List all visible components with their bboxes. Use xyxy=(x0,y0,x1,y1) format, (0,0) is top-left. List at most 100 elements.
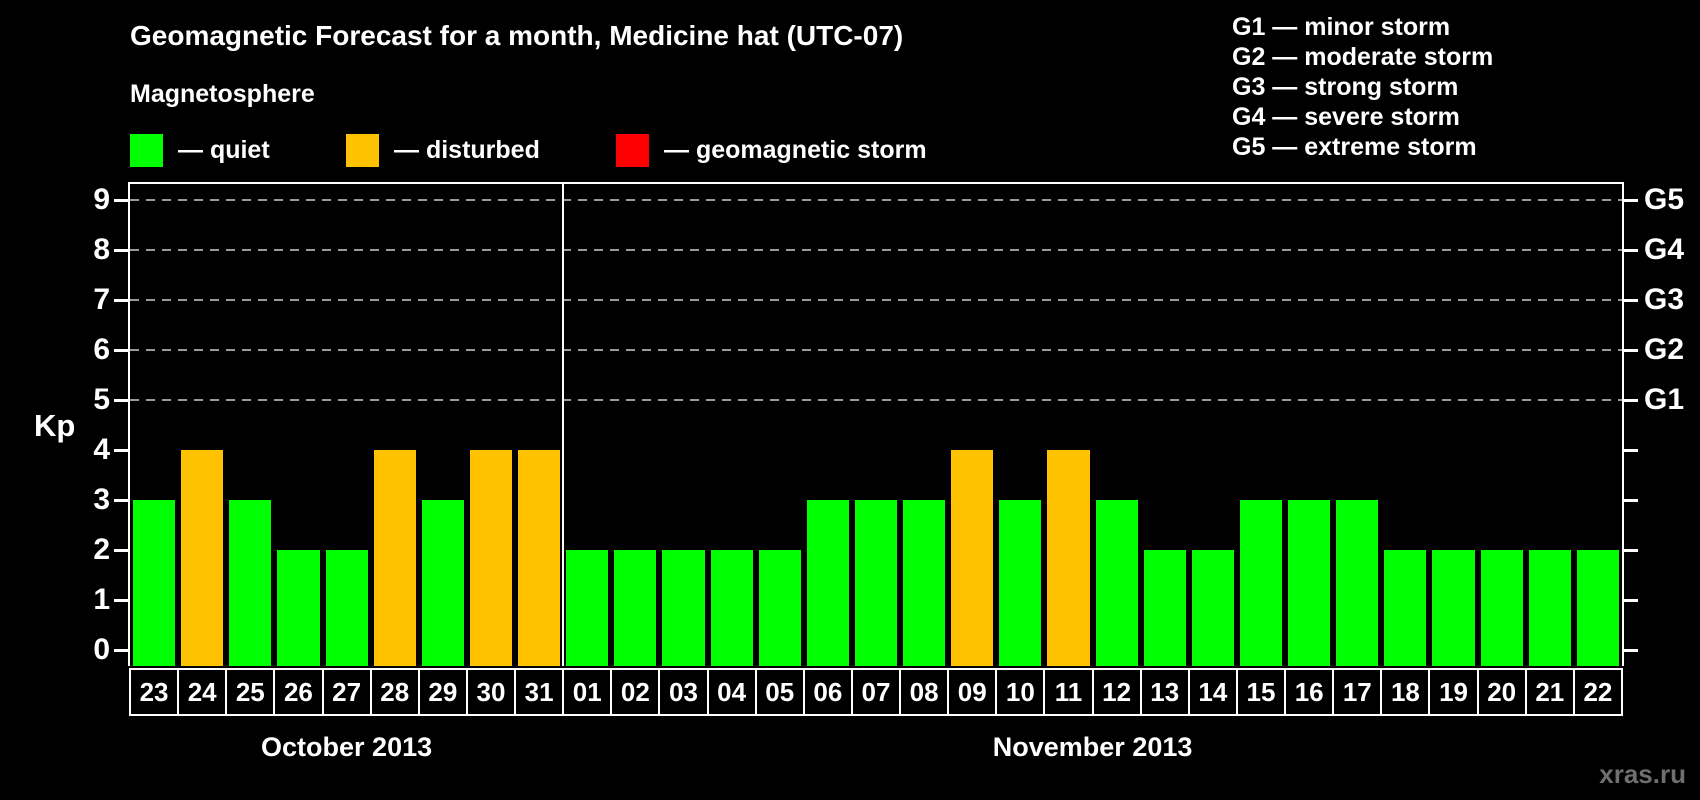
page-title: Geomagnetic Forecast for a month, Medici… xyxy=(130,20,904,51)
y-axis-tick-right xyxy=(1622,399,1638,402)
kp-bar-day-14 xyxy=(1191,550,1234,666)
month-label: October 2013 xyxy=(261,732,433,762)
storm-color-swatch xyxy=(616,133,649,167)
day-label: 23 xyxy=(129,668,180,716)
kp-bar-day-09 xyxy=(951,450,994,666)
g-scale-legend-g2: G2 — moderate storm xyxy=(1232,43,1494,71)
day-label: 13 xyxy=(1139,668,1190,716)
y-axis-tick xyxy=(114,649,130,652)
day-label: 16 xyxy=(1284,668,1335,716)
y-axis-tick-right xyxy=(1622,299,1638,302)
gridline xyxy=(130,349,1622,351)
kp-bar-day-21 xyxy=(1528,550,1571,666)
kp-bar-day-12 xyxy=(1095,500,1138,666)
y-tick-label: 3 xyxy=(93,483,110,516)
y-tick-label: 4 xyxy=(93,433,110,466)
y-axis-tick xyxy=(114,549,130,552)
kp-bar-day-23 xyxy=(133,500,176,666)
day-label: 24 xyxy=(177,668,228,716)
kp-bar-day-10 xyxy=(999,500,1042,666)
legend-item-disturbed: — disturbed xyxy=(346,133,540,167)
y-axis-tick-right xyxy=(1622,499,1638,502)
g-level-label: G2 xyxy=(1644,333,1685,366)
kp-bar-day-02 xyxy=(614,550,657,666)
day-label: 04 xyxy=(706,668,757,716)
day-label: 19 xyxy=(1428,668,1479,716)
day-label: 25 xyxy=(225,668,276,716)
y-tick-label: 1 xyxy=(93,583,110,616)
kp-bar-day-15 xyxy=(1239,500,1283,666)
y-axis-tick xyxy=(114,299,130,302)
day-label: 18 xyxy=(1380,668,1431,716)
day-label: 28 xyxy=(369,668,420,716)
kp-bar-day-05 xyxy=(758,550,801,666)
day-label: 22 xyxy=(1572,668,1623,716)
day-label: 11 xyxy=(1043,668,1094,716)
y-axis-tick xyxy=(114,499,130,502)
y-axis-tick xyxy=(114,349,130,352)
day-label: 29 xyxy=(417,668,468,716)
y-axis-tick-right xyxy=(1622,449,1638,452)
kp-bar-day-29 xyxy=(421,500,464,666)
y-axis-tick xyxy=(114,599,130,602)
plot-border xyxy=(128,182,1624,666)
g-scale-legend-g4: G4 — severe storm xyxy=(1232,103,1460,131)
y-tick-label: 9 xyxy=(93,183,110,216)
day-label: 03 xyxy=(658,668,709,716)
kp-bar-day-22 xyxy=(1576,550,1619,666)
day-label: 15 xyxy=(1235,668,1287,716)
g-scale-legend: G1 — minor storm G2 — moderate storm G3 … xyxy=(1232,12,1493,162)
kp-bar-day-25 xyxy=(229,500,272,666)
kp-bar-day-06 xyxy=(806,500,849,666)
day-label: 06 xyxy=(802,668,853,716)
month-separator xyxy=(562,184,565,666)
day-label: 26 xyxy=(273,668,324,716)
quiet-color-swatch xyxy=(130,133,163,167)
kp-bar-day-03 xyxy=(662,550,705,666)
day-label: 21 xyxy=(1524,668,1575,716)
y-axis-tick xyxy=(114,399,130,402)
legend-label-quiet: — quiet xyxy=(178,136,270,164)
y-axis-tick-right xyxy=(1622,199,1638,202)
kp-bar-day-19 xyxy=(1432,550,1475,666)
legend-label-storm: — geomagnetic storm xyxy=(664,136,927,164)
legend-label-disturbed: — disturbed xyxy=(394,136,540,164)
legend-item-storm: — geomagnetic storm xyxy=(616,133,927,167)
kp-bar-day-27 xyxy=(325,550,368,666)
day-label: 07 xyxy=(850,668,902,716)
disturbed-color-swatch xyxy=(346,133,379,167)
day-label: 09 xyxy=(947,668,998,716)
y-tick-label: 2 xyxy=(93,533,110,566)
g-level-label: G3 xyxy=(1644,283,1685,316)
kp-bar-day-04 xyxy=(710,550,753,666)
kp-bar-day-31 xyxy=(518,450,561,666)
kp-bar-day-11 xyxy=(1047,450,1090,666)
magnetosphere-subtitle: Magnetosphere xyxy=(130,80,315,108)
y-axis-tick xyxy=(114,249,130,252)
kp-bar-day-07 xyxy=(854,500,898,666)
y-axis-tick-right xyxy=(1622,249,1638,252)
y-axis-tick-right xyxy=(1622,549,1638,552)
g-scale-legend-g3: G3 — strong storm xyxy=(1232,73,1459,101)
gridline xyxy=(130,399,1622,401)
kp-bar-day-26 xyxy=(277,550,320,666)
y-axis-tick xyxy=(114,449,130,452)
kp-bar-day-01 xyxy=(566,550,609,666)
kp-bar-day-20 xyxy=(1480,550,1523,666)
kp-bar-day-13 xyxy=(1143,550,1186,666)
day-label: 05 xyxy=(754,668,805,716)
day-label: 14 xyxy=(1187,668,1238,716)
y-tick-label: 7 xyxy=(93,283,110,316)
month-label: November 2013 xyxy=(992,732,1193,762)
day-label: 30 xyxy=(465,668,517,716)
kp-bar-day-08 xyxy=(903,500,946,666)
day-label: 27 xyxy=(321,668,372,716)
kp-bar-day-24 xyxy=(181,450,224,666)
day-label: 08 xyxy=(899,668,950,716)
day-label: 20 xyxy=(1476,668,1527,716)
y-tick-label: 6 xyxy=(93,333,110,366)
gridline xyxy=(130,249,1622,251)
y-tick-label: 0 xyxy=(93,633,110,666)
gridline xyxy=(130,199,1622,201)
gridline xyxy=(130,299,1622,301)
